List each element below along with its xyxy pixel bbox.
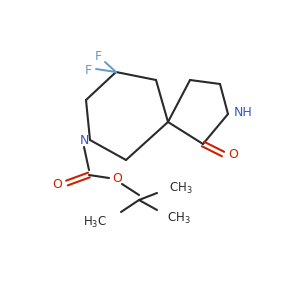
- Text: F: F: [94, 50, 102, 64]
- Text: N: N: [79, 134, 89, 146]
- Text: NH: NH: [234, 106, 253, 118]
- Text: H$_3$C: H$_3$C: [83, 214, 107, 230]
- Text: O: O: [228, 148, 238, 161]
- Text: CH$_3$: CH$_3$: [167, 211, 191, 226]
- Text: F: F: [84, 64, 92, 76]
- Text: O: O: [112, 172, 122, 184]
- Text: CH$_3$: CH$_3$: [169, 180, 193, 196]
- Text: O: O: [52, 178, 62, 191]
